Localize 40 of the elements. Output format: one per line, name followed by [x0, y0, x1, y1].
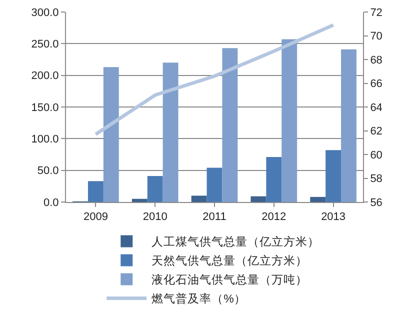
bar [162, 62, 178, 202]
y2-tick-label: 60 [370, 149, 382, 162]
y2-tick-label: 62 [370, 126, 382, 138]
y2-tick-label: 58 [370, 173, 382, 186]
y-tick-label: 300.0 [31, 6, 59, 19]
y2-tick-label: 56 [370, 196, 382, 209]
bar [250, 196, 266, 202]
legend-label: 燃气普及率（%） [152, 292, 246, 306]
y2-tick-label: 68 [370, 54, 382, 66]
y-tick-label: 100.0 [31, 134, 59, 146]
bar [191, 196, 207, 202]
x-tick-label: 2011 [202, 211, 226, 224]
x-tick-label: 2009 [83, 211, 108, 224]
bar [147, 176, 163, 202]
legend-label: 人工煤气供气总量（亿立方米） [152, 234, 320, 249]
x-tick-label: 2013 [321, 211, 346, 224]
bar [206, 168, 222, 202]
y-tick-label: 0.0 [44, 196, 59, 209]
y-tick-label: 50.0 [37, 165, 59, 178]
bar [88, 181, 104, 202]
legend-label: 天然气供气总量（亿立方米） [152, 254, 308, 268]
bar [341, 49, 356, 202]
y2-tick-label: 72 [370, 6, 382, 19]
y-tick-label: 250.0 [31, 38, 59, 51]
y2-tick-label: 66 [370, 78, 382, 90]
x-tick-label: 2012 [262, 211, 286, 224]
line-series [94, 23, 336, 136]
bar [132, 198, 148, 202]
legend-label: 液化石油气供气总量（万吨） [152, 272, 308, 287]
bar [282, 39, 298, 202]
bar [326, 150, 342, 202]
x-tick-label: 2010 [142, 211, 168, 224]
y2-tick-label: 70 [370, 30, 382, 43]
bar [222, 48, 238, 202]
bar [266, 157, 282, 202]
y-tick-label: 150.0 [31, 102, 59, 114]
y-tick-label: 200.0 [31, 70, 59, 82]
y2-tick-label: 64 [370, 102, 382, 114]
bar [310, 196, 326, 202]
bar [103, 67, 119, 202]
